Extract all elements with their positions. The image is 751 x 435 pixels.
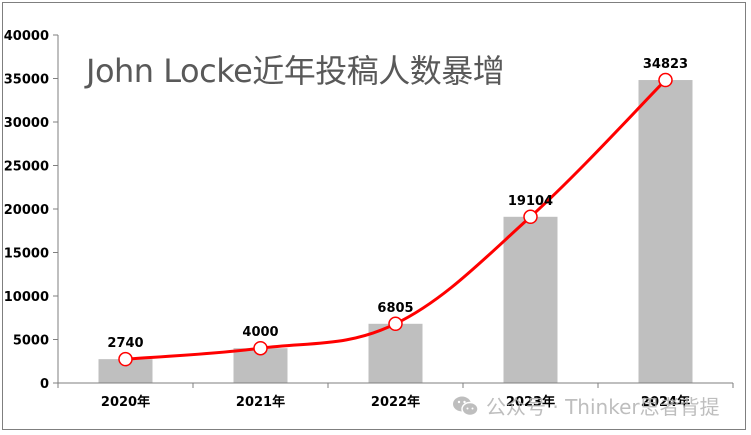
data-point-marker <box>388 316 403 332</box>
y-tick-label: 0 <box>40 377 49 392</box>
y-tick-label: 15000 <box>4 247 49 262</box>
y-tick-label: 10000 <box>4 290 49 305</box>
x-tick-label: 2021年 <box>236 394 285 410</box>
x-tick-label: 2024年 <box>641 394 690 410</box>
bar-2024年 <box>638 80 693 383</box>
x-tick-label: 2022年 <box>371 394 420 410</box>
bar-2023年 <box>503 216 558 383</box>
y-tick-label: 30000 <box>4 116 49 131</box>
x-tick-label: 2020年 <box>101 394 150 410</box>
trend-line <box>125 78 667 361</box>
chart-title: John Locke近年投稿人数暴增 <box>86 52 505 90</box>
bar-2022年 <box>368 323 423 383</box>
data-point-marker <box>658 72 673 88</box>
data-label: 4000 <box>242 325 278 340</box>
watermark: 公众号 · Thinker思者背提 <box>452 391 720 420</box>
y-tick-label: 5000 <box>13 334 49 349</box>
y-tick-label: 40000 <box>4 29 49 44</box>
data-label: 2740 <box>107 336 143 351</box>
y-tick-label: 25000 <box>4 160 49 175</box>
bar-2020年 <box>98 359 153 383</box>
data-label: 6805 <box>377 301 413 316</box>
data-point-marker <box>253 340 268 356</box>
y-tick-label: 20000 <box>4 203 49 218</box>
data-point-marker <box>118 351 133 367</box>
watermark-text: 公众号 · Thinker思者背提 <box>486 395 720 419</box>
data-label: 34823 <box>643 57 688 72</box>
wechat-icon <box>452 395 480 417</box>
data-point-marker <box>523 209 538 225</box>
x-tick-label: 2023年 <box>506 394 555 410</box>
data-label: 19104 <box>508 194 553 209</box>
y-tick-label: 35000 <box>4 73 49 88</box>
